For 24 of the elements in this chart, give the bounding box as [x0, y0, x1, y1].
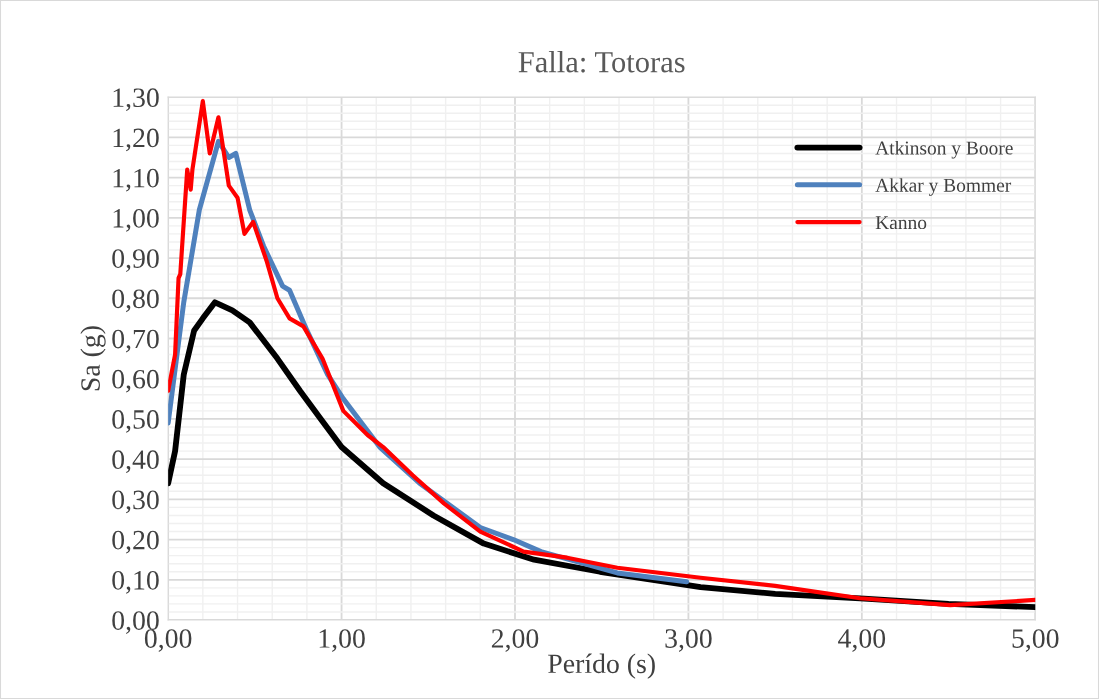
y-tick-label: 0,60: [112, 369, 159, 393]
legend-label: Atkinson y Boore: [875, 140, 1013, 159]
x-tick-label: 2,00: [491, 629, 539, 652]
y-tick-label: 1,10: [113, 168, 159, 192]
legend-label: Akkar y Bommer: [875, 178, 1012, 196]
y-tick-label: 0,90: [112, 249, 159, 272]
y-tick-label: 0,40: [112, 450, 159, 474]
x-axis-title: Perído (s): [548, 653, 655, 679]
y-tick-label: 0,50: [112, 410, 159, 433]
y-tick-label: 1,00: [113, 208, 159, 232]
y-tick-label: 0,10: [112, 570, 159, 594]
legend-label: Kanno: [875, 216, 927, 230]
y-tick-label: 0,80: [112, 289, 159, 313]
y-tick-label: 0,30: [112, 490, 159, 514]
x-tick-label: 5,00: [1012, 629, 1059, 652]
y-tick-label: 0,20: [112, 530, 159, 554]
y-tick-label: 1,20: [113, 128, 159, 152]
x-tick-label: 4,00: [838, 629, 886, 652]
y-tick-label: 0,70: [112, 329, 159, 353]
y-axis-title: Sa (g): [80, 326, 106, 391]
x-tick-label: 1,00: [319, 629, 365, 652]
chart-title: Falla: Totoras: [518, 50, 685, 73]
x-tick-label: 3,00: [665, 629, 712, 652]
y-tick-label: 1,30: [113, 88, 159, 112]
